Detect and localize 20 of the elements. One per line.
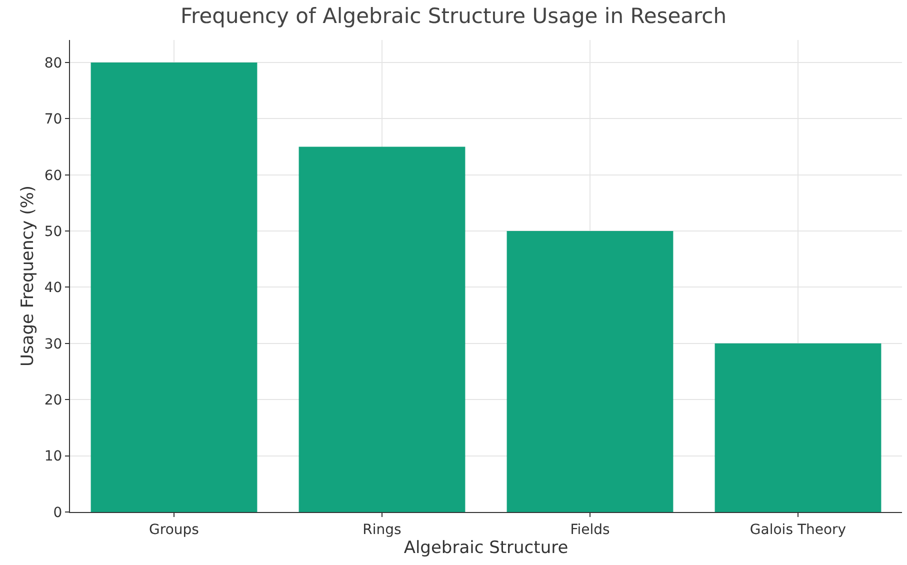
y-tick-label: 60: [44, 168, 62, 184]
x-tick-label: Fields: [570, 522, 610, 538]
y-tick-label: 20: [44, 392, 62, 409]
y-tick-label: 50: [44, 224, 62, 240]
y-tick-label: 40: [44, 280, 62, 296]
bar: [298, 146, 466, 512]
y-tick-label: 70: [44, 112, 62, 128]
y-tick-label: 10: [44, 448, 62, 465]
x-tick-label: Rings: [362, 522, 402, 538]
y-tick-label: 0: [53, 504, 62, 521]
y-tick-label: 80: [44, 55, 62, 72]
y-axis-title: Usage Frequency (%): [18, 185, 38, 367]
y-tick-label: 30: [44, 336, 62, 352]
bar: [714, 343, 882, 512]
chart-title: Frequency of Algebraic Structure Usage in Research: [180, 4, 727, 28]
x-axis-title: Algebraic Structure: [404, 538, 568, 558]
bar: [90, 62, 258, 512]
x-tick-label: Groups: [149, 522, 199, 538]
x-tick-label: Galois Theory: [750, 522, 846, 538]
bar: [506, 231, 674, 512]
